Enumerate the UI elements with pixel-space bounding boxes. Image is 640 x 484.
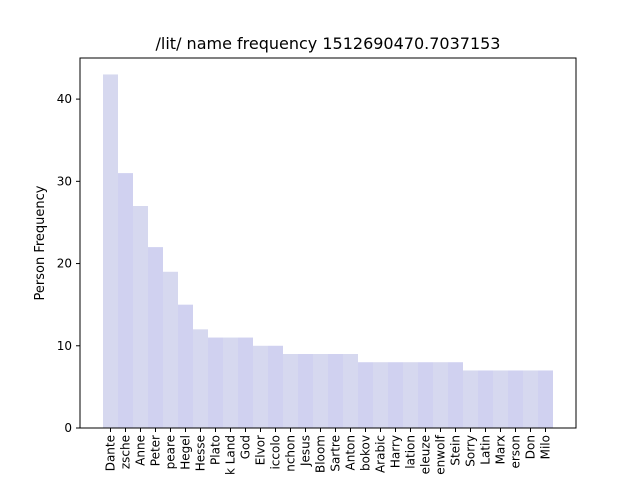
bar-28: [523, 370, 538, 428]
bar-4: [163, 271, 178, 428]
x-tick-label: Stein: [449, 435, 463, 466]
x-tick-label: Dante: [104, 435, 118, 471]
bar-19: [388, 362, 403, 428]
y-tick-label: 30: [57, 174, 72, 188]
y-axis-label: Person Frequency: [33, 185, 48, 300]
x-tick-label: enwolf: [434, 434, 448, 474]
bar-7: [208, 337, 223, 428]
x-tick-label: lation: [404, 435, 418, 469]
bar-6: [193, 329, 208, 428]
y-tick-label: 20: [57, 257, 72, 271]
bar-12: [283, 354, 298, 428]
bar-15: [328, 354, 343, 428]
bar-2: [133, 206, 148, 428]
x-tick-label: peare: [164, 435, 178, 469]
x-tick-label: Don: [524, 435, 538, 459]
x-tick-label: Hesse: [194, 435, 208, 471]
x-tick-label: nchon: [284, 435, 298, 472]
x-tick-label: Elvor: [254, 435, 268, 465]
x-tick-label: bokov: [359, 435, 373, 471]
bar-29: [538, 370, 553, 428]
bar-1: [118, 173, 133, 428]
bar-14: [313, 354, 328, 428]
x-tick-label: k Land: [224, 435, 238, 475]
bar-25: [478, 370, 493, 428]
bar-22: [433, 362, 448, 428]
chart-title: /lit/ name frequency 1512690470.7037153: [156, 34, 501, 53]
x-tick-label: Harry: [389, 435, 403, 468]
x-tick-label: God: [239, 435, 253, 459]
bar-13: [298, 354, 313, 428]
x-tick-label: Milo: [539, 435, 553, 459]
bar-8: [223, 337, 238, 428]
bar-5: [178, 304, 193, 428]
x-tick-label: Sorry: [464, 435, 478, 467]
bar-0: [103, 74, 118, 428]
bar-23: [448, 362, 463, 428]
bar-11: [268, 345, 283, 428]
bar-17: [358, 362, 373, 428]
x-tick-label: Peter: [149, 435, 163, 466]
x-tick-label: erson: [509, 435, 523, 469]
bar-10: [253, 345, 268, 428]
bar-18: [373, 362, 388, 428]
bar-26: [493, 370, 508, 428]
x-tick-label: Anton: [344, 435, 358, 470]
x-tick-label: Bloom: [314, 435, 328, 473]
x-tick-label: Arabic: [374, 435, 388, 473]
bars-group: [103, 74, 553, 428]
x-tick-label: Jesus: [299, 435, 313, 467]
bar-9: [238, 337, 253, 428]
axis-ticks: Dante zsche Anne Peter peare Hegel Hesse Plato k…: [57, 92, 553, 475]
bar-24: [463, 370, 478, 428]
x-tick-label: Hegel: [179, 435, 193, 470]
x-tick-label: eleuze: [419, 435, 433, 474]
x-tick-label: Sartre: [329, 435, 343, 472]
x-tick-label: Latin: [479, 435, 493, 465]
x-tick-label: Anne: [134, 435, 148, 466]
bar-16: [343, 354, 358, 428]
bar-27: [508, 370, 523, 428]
x-tick-label: Marx: [494, 435, 508, 464]
y-tick-label: 40: [57, 92, 72, 106]
y-tick-label: 0: [64, 421, 72, 435]
bar-3: [148, 247, 163, 428]
bar-21: [418, 362, 433, 428]
plot-frame: [79, 57, 577, 429]
x-tick-label: zsche: [119, 435, 133, 469]
y-tick-label: 10: [57, 339, 72, 353]
x-tick-label: Plato: [209, 435, 223, 465]
bar-20: [403, 362, 418, 428]
x-tick-label: iccolo: [269, 435, 283, 470]
